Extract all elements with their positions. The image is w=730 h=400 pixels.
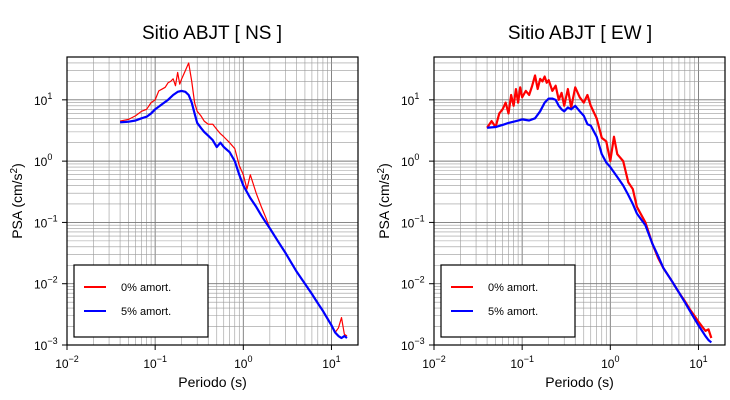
y-tick-label: 10−3 (401, 336, 425, 353)
x-tick-label: 100 (601, 354, 619, 371)
chart-title: Sitio ABJT [ EW ] (508, 23, 652, 44)
legend: 0% amort. 5% amort. (440, 264, 576, 338)
x-tick-label: 101 (689, 354, 707, 371)
legend-entry: 5% amort. (488, 306, 538, 318)
legend-entry: 0% amort. (121, 282, 171, 294)
legend-box (73, 264, 209, 338)
legend: 0% amort. 5% amort. (73, 264, 209, 338)
x-tick-label: 10−1 (510, 354, 534, 371)
legend-box (440, 264, 576, 338)
x-tick-label: 101 (322, 354, 340, 371)
x-tick-label: 100 (234, 354, 252, 371)
y-axis-label: PSA (cm/s2) (9, 163, 25, 239)
y-tick-label: 101 (34, 91, 52, 108)
legend-entry: 5% amort. (121, 306, 171, 318)
y-axis-label: PSA (cm/s2) (376, 163, 392, 239)
y-tick-label: 10−1 (401, 213, 425, 230)
series-line-damped (486, 97, 713, 344)
series-line-damped (119, 89, 348, 340)
grid (67, 57, 358, 345)
y-tick-label: 100 (34, 152, 52, 169)
chart-title: Sitio ABJT [ NS ] (142, 23, 282, 44)
y-tick-label: 101 (401, 91, 419, 108)
grid (434, 57, 725, 345)
x-axis-label: Periodo (s) (178, 374, 246, 390)
x-tick-label: 10−1 (143, 354, 167, 371)
legend-entry: 0% amort. (488, 282, 538, 294)
y-tick-label: 100 (401, 152, 419, 169)
y-tick-label: 10−2 (401, 275, 425, 292)
y-tick-label: 10−3 (34, 336, 58, 353)
plot-frame (433, 56, 726, 346)
x-axis-label: Periodo (s) (545, 374, 613, 390)
x-tick-label: 10−2 (422, 354, 446, 371)
y-tick-label: 10−2 (34, 275, 58, 292)
y-tick-label: 10−1 (34, 213, 58, 230)
x-tick-label: 10−2 (55, 354, 79, 371)
plot-frame (66, 56, 359, 346)
